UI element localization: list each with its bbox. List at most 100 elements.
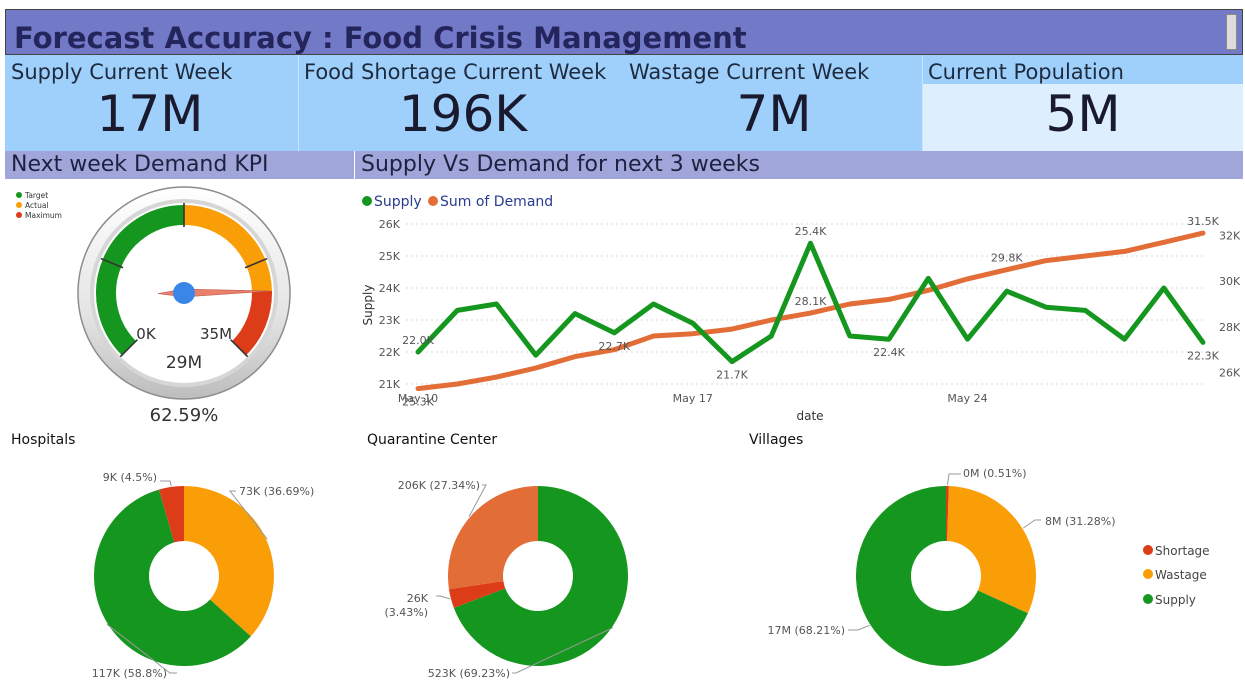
leader-line	[848, 624, 870, 631]
line-section-title: Supply Vs Demand for next 3 weeks	[361, 152, 760, 177]
donut-slice-wastage	[184, 486, 275, 637]
leader-line	[1023, 519, 1041, 529]
slice-label: 117K (58.8%)	[92, 667, 167, 680]
data-label: 25.4K	[795, 225, 827, 238]
legend-wastage-label: Wastage	[1155, 568, 1207, 582]
kpi-population-panel	[922, 84, 1243, 151]
kpi-wastage-value: 7M	[736, 85, 812, 143]
kpi-supply-value: 17M	[96, 85, 204, 143]
x-tick-label: May 24	[947, 392, 987, 405]
slice-label: 9K (4.5%)	[103, 471, 157, 484]
leader-line	[436, 595, 451, 600]
leader-line	[160, 480, 172, 487]
legend-supply-dot	[1143, 594, 1153, 604]
kpi-supply-label: Supply Current Week	[11, 60, 233, 84]
gauge-chart: Target Actual Maximum 0K 35M 29M 62.59%	[16, 186, 291, 426]
donut-slice-shortage	[158, 486, 184, 543]
donut-slice-demand	[447, 486, 538, 590]
data-label: 22.7K	[598, 340, 630, 353]
slice-label: 206K (27.34%)	[398, 479, 480, 492]
legend-shortage-label: Shortage	[1155, 544, 1210, 558]
data-label: 29.8K	[991, 252, 1023, 265]
title-bar: Forecast Accuracy : Food Crisis Manageme…	[5, 9, 1243, 55]
kpi-shortage-value: 196K	[398, 85, 528, 143]
x-tick-label: May 17	[673, 392, 713, 405]
kpi-population-value: 5M	[1045, 85, 1121, 143]
donut-slice-wastage	[947, 486, 1036, 614]
leader-line	[228, 490, 268, 540]
quarantine-donut: 523K (69.23%) 26K(3.43%) 206K (27.34%)	[384, 479, 628, 680]
y-axis-title: Supply	[361, 285, 375, 326]
gauge-section-bar: Next week Demand KPI	[5, 151, 354, 179]
x-tick-label: May 10	[398, 392, 438, 405]
quarantine-title: Quarantine Center	[367, 432, 498, 448]
legend-supply-label: Supply	[1155, 593, 1196, 607]
y-left-tick-label: 21K	[379, 378, 401, 391]
villages-donut: 0M (0.51%) 8M (31.28%) 17M (68.21%)	[767, 467, 1116, 666]
donut-slice-shortage	[946, 486, 949, 542]
gauge-min-label: 0K	[136, 325, 157, 343]
kpi-shortage-label: Food Shortage Current Week	[304, 60, 607, 84]
slice-label: 17M (68.21%)	[767, 624, 845, 637]
supply-series-line	[415, 240, 1206, 365]
x-axis-title: date	[796, 409, 823, 423]
donut-slice-supply	[94, 489, 251, 666]
data-label: 28.1K	[795, 295, 827, 308]
hospitals-donut: 73K (36.69%) 117K (58.8%) 9K (4.5%)	[92, 471, 314, 680]
page-title: Forecast Accuracy : Food Crisis Manageme…	[14, 21, 747, 55]
kpi-divider	[922, 55, 923, 151]
legend-demand-dot	[428, 196, 438, 206]
kpi-wastage-label: Wastage Current Week	[629, 60, 870, 84]
y-left-tick-label: 22K	[379, 346, 401, 359]
legend-supply-dot	[362, 196, 372, 206]
kpi-divider	[298, 55, 299, 151]
line-section-bar: Supply Vs Demand for next 3 weeks	[355, 151, 1243, 179]
y-right-tick-label: 30K	[1219, 275, 1241, 288]
legend-supply-label: Supply	[374, 194, 422, 210]
leader-line	[512, 627, 614, 674]
data-label: 22.0K	[402, 334, 434, 347]
slice-label: 26K	[407, 592, 429, 605]
kpi-population-label: Current Population	[928, 60, 1124, 84]
leader-line	[947, 473, 961, 486]
donut-charts: 73K (36.69%) 117K (58.8%) 9K (4.5%) 523K (…	[92, 467, 1210, 680]
donut-slice-supply	[453, 486, 628, 666]
data-label: 25.3K	[402, 396, 434, 409]
gauge-value-label: 29M	[166, 353, 202, 373]
gauge-tick	[119, 339, 138, 358]
slice-label: (3.43%)	[384, 606, 428, 619]
gauge-section-title: Next week Demand KPI	[11, 152, 269, 177]
legend-actual-label: Actual	[25, 201, 49, 210]
donut-slice-supply	[855, 486, 1028, 666]
villages-title: Villages	[749, 432, 804, 448]
legend-demand-label: Sum of Demand	[440, 194, 553, 210]
slice-label: 8M (31.28%)	[1045, 515, 1116, 528]
gauge-tick	[100, 257, 124, 269]
gauge-hub	[173, 282, 195, 304]
gauge-tick	[230, 339, 249, 358]
slice-label: 523K (69.23%)	[428, 667, 510, 680]
y-left-tick-label: 24K	[379, 282, 401, 295]
scrollbar-thumb[interactable]	[1226, 14, 1237, 50]
supply-demand-line-chart: Supply Sum of Demand Supply date 21K22K2…	[361, 194, 1241, 423]
leader-line	[468, 484, 487, 517]
y-left-tick-label: 25K	[379, 250, 401, 263]
leader-line	[106, 623, 177, 674]
gauge-tick	[244, 257, 268, 269]
data-label: 22.4K	[873, 346, 905, 359]
legend-target-dot	[16, 192, 22, 198]
hospitals-title: Hospitals	[11, 432, 76, 448]
gauge-percent-label: 62.59%	[150, 405, 219, 426]
legend-maximum-dot	[16, 212, 22, 218]
data-label: 22.3K	[1187, 349, 1219, 362]
legend-actual-dot	[16, 202, 22, 208]
legend-target-label: Target	[24, 191, 48, 200]
legend-shortage-dot	[1143, 545, 1153, 555]
data-label: 31.5K	[1187, 215, 1219, 228]
data-label: 21.7K	[716, 369, 748, 382]
y-right-tick-label: 32K	[1219, 229, 1241, 242]
legend-maximum-label: Maximum	[25, 211, 62, 220]
gauge-max-label: 35M	[200, 325, 232, 343]
y-right-tick-label: 28K	[1219, 321, 1241, 334]
demand-series-line	[415, 230, 1206, 392]
